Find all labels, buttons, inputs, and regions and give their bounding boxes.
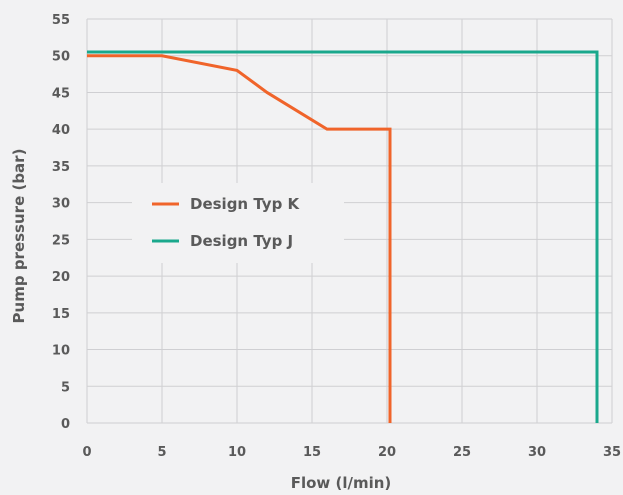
y-tick-labels: 0 5 10 15 20 25 30 35 40 45 50 55 bbox=[52, 13, 70, 432]
x-tick-label: 30 bbox=[528, 445, 546, 460]
y-tick-label: 50 bbox=[52, 50, 70, 65]
series-line-2 bbox=[87, 50, 599, 423]
y-tick-label: 55 bbox=[52, 13, 70, 28]
series-line-1 bbox=[87, 54, 392, 423]
y-tick-label: 45 bbox=[52, 86, 70, 101]
x-axis-title: Flow (l/min) bbox=[291, 474, 392, 492]
y-tick-label: 0 bbox=[61, 417, 70, 432]
x-tick-label: 35 bbox=[603, 445, 621, 460]
x-tick-label: 25 bbox=[453, 445, 471, 460]
y-tick-label: 10 bbox=[52, 344, 70, 359]
y-tick-label: 35 bbox=[52, 160, 70, 175]
y-tick-label: 15 bbox=[52, 307, 70, 322]
x-tick-label: 10 bbox=[228, 445, 246, 460]
y-tick-label: 5 bbox=[61, 380, 70, 395]
legend-label: Design Typ K bbox=[190, 195, 301, 213]
y-axis-title: Pump pressure (bar) bbox=[10, 149, 28, 324]
y-tick-label: 30 bbox=[52, 197, 70, 212]
series-lines bbox=[87, 50, 599, 423]
legend-label: Design Typ J bbox=[190, 232, 293, 250]
x-tick-label: 15 bbox=[303, 445, 321, 460]
legend: Design Typ K Design Typ J bbox=[132, 183, 344, 263]
x-tick-label: 0 bbox=[82, 445, 91, 460]
x-tick-labels: 0 5 10 15 20 25 30 35 bbox=[82, 445, 621, 460]
y-tick-label: 20 bbox=[52, 270, 70, 285]
x-tick-label: 5 bbox=[157, 445, 166, 460]
legend-background bbox=[132, 183, 344, 263]
y-tick-label: 40 bbox=[52, 123, 70, 138]
y-tick-label: 25 bbox=[52, 233, 70, 248]
x-tick-label: 20 bbox=[378, 445, 396, 460]
